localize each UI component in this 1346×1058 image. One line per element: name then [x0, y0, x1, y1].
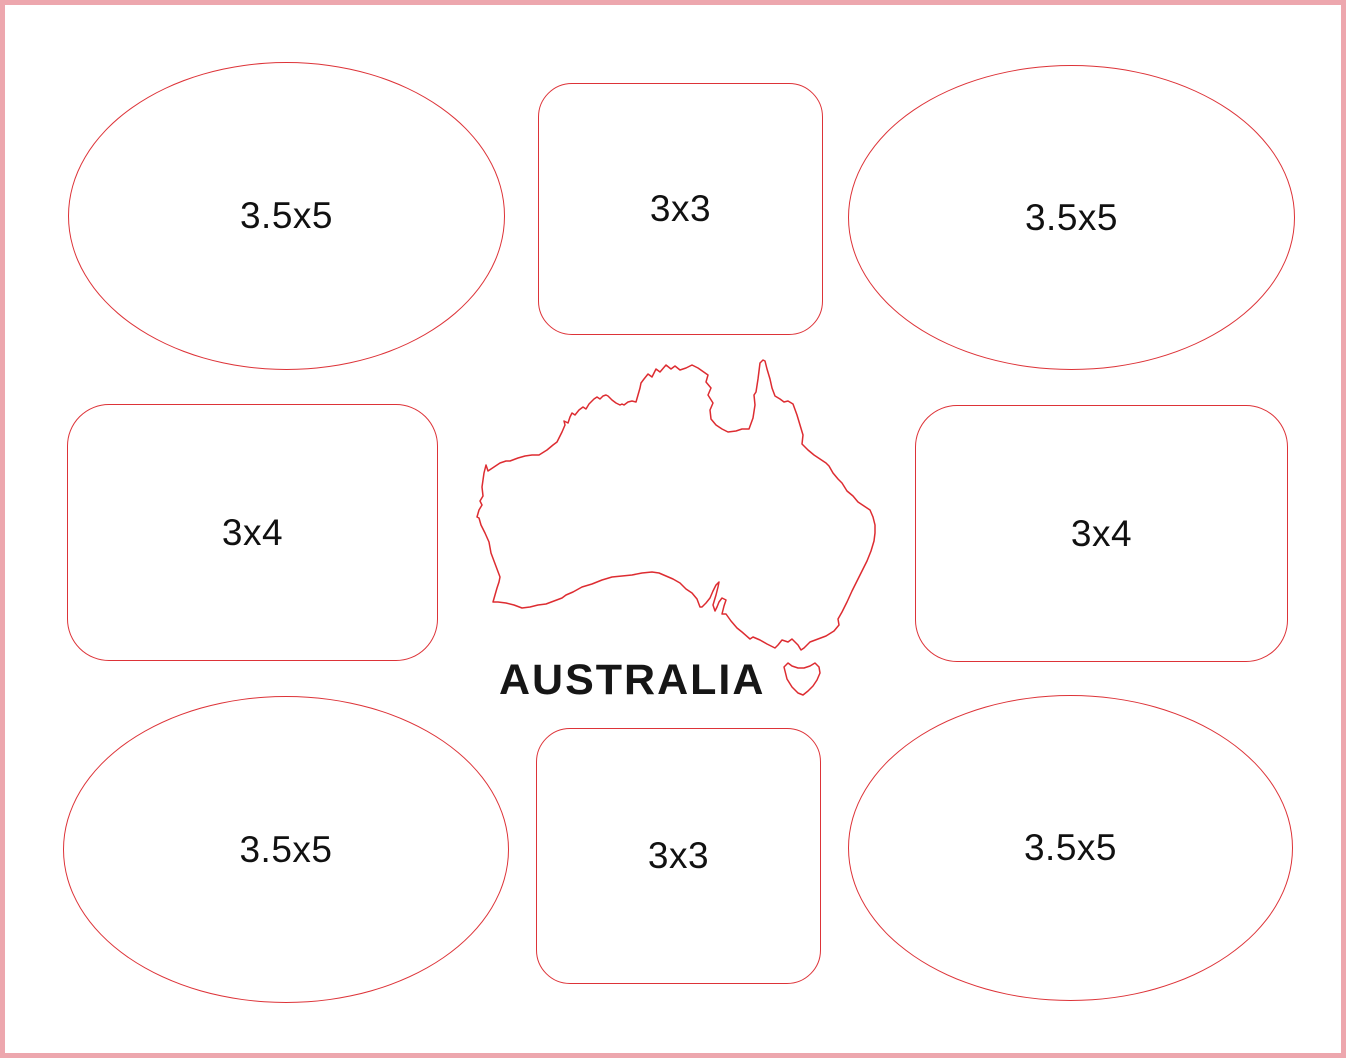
- map-title: AUSTRALIA: [499, 656, 766, 704]
- size-label: 3x4: [1070, 512, 1133, 554]
- opening-rect-middle-left: 3x4: [67, 404, 438, 661]
- size-label: 3.5x5: [239, 828, 333, 870]
- tasmania-outline: [783, 662, 821, 696]
- size-label: 3x4: [221, 511, 284, 553]
- opening-rect-middle-right: 3x4: [915, 405, 1288, 662]
- opening-square-bottom-center: 3x3: [536, 728, 821, 984]
- australia-mainland-outline: [476, 359, 876, 651]
- size-label: 3x3: [649, 188, 712, 229]
- opening-oval-top-right: 3.5x5: [848, 65, 1295, 370]
- opening-oval-bottom-left: 3.5x5: [63, 696, 509, 1003]
- size-label: 3x3: [647, 835, 710, 876]
- opening-oval-top-left: 3.5x5: [68, 62, 505, 370]
- opening-square-top-center: 3x3: [538, 83, 823, 335]
- size-label: 3.5x5: [1024, 196, 1118, 238]
- opening-oval-bottom-right: 3.5x5: [848, 695, 1293, 1001]
- size-label: 3.5x5: [1023, 827, 1117, 868]
- size-label: 3.5x5: [239, 195, 333, 236]
- australia-map-outline: [476, 359, 876, 696]
